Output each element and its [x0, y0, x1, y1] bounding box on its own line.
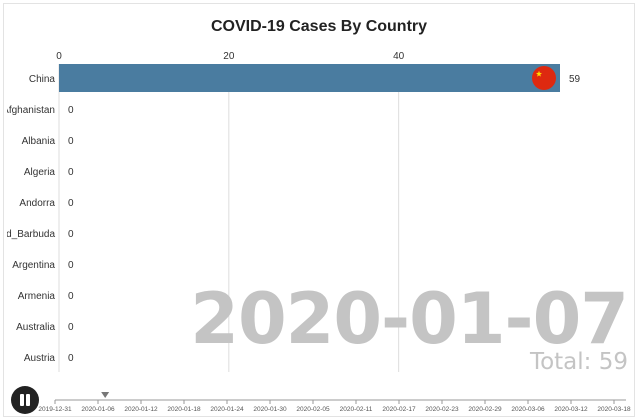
total-label: Total: 59: [529, 349, 628, 375]
chart-title: COVID-19 Cases By Country: [210, 18, 428, 35]
timeline-label: 2020-02-11: [340, 406, 373, 413]
timeline-label: 2020-02-23: [425, 406, 459, 413]
timeline-label: 2020-01-30: [253, 406, 287, 413]
value-label: 0: [68, 291, 74, 302]
value-label: 0: [68, 167, 74, 178]
value-label: 0: [68, 322, 74, 333]
timeline-label: 2020-02-17: [382, 406, 416, 413]
category-label: Argentina: [12, 260, 55, 271]
timeline-label: 2020-03-18: [597, 406, 631, 413]
value-label: 0: [68, 198, 74, 209]
timeline-label: 2020-03-12: [554, 406, 588, 413]
pause-button[interactable]: [11, 386, 39, 414]
category-label: Algeria: [24, 167, 56, 178]
value-label: 0: [68, 260, 74, 271]
timeline-label: 2020-02-05: [296, 406, 330, 413]
timeline-label: 2020-01-12: [124, 406, 158, 413]
china-flag-icon: [532, 66, 556, 90]
category-label: Antigua_and_Barbuda: [0, 229, 55, 240]
timeline-label: 2020-02-29: [468, 406, 502, 413]
timeline-label: 2020-03-06: [511, 406, 545, 413]
value-label: 0: [68, 229, 74, 240]
timeline-label: 2019-12-31: [38, 406, 72, 413]
category-label: Australia: [16, 322, 55, 333]
value-label: 0: [68, 105, 74, 116]
value-label: 0: [68, 353, 74, 364]
x-tick-label: 20: [223, 51, 235, 62]
flag-star: [535, 70, 543, 77]
category-label: Armenia: [18, 291, 56, 302]
current-date-label: 2020-01-07: [190, 278, 629, 360]
chart-frame: [3, 3, 635, 417]
value-label: 59: [569, 74, 581, 85]
timeline-label: 2020-01-06: [81, 406, 115, 413]
x-tick-label: 40: [393, 51, 405, 62]
timeline-handle[interactable]: [101, 392, 110, 398]
flag-circle: [532, 66, 556, 90]
x-tick-label: 0: [56, 51, 62, 62]
timeline-label: 2020-01-24: [210, 406, 244, 413]
category-label: Andorra: [19, 198, 55, 209]
category-label: Afghanistan: [2, 105, 55, 116]
value-label: 0: [68, 136, 74, 147]
category-label: Albania: [22, 136, 56, 147]
category-label: China: [29, 74, 56, 85]
category-label: Austria: [24, 353, 56, 364]
bar: [59, 64, 560, 92]
timeline-label: 2020-01-18: [167, 406, 201, 413]
